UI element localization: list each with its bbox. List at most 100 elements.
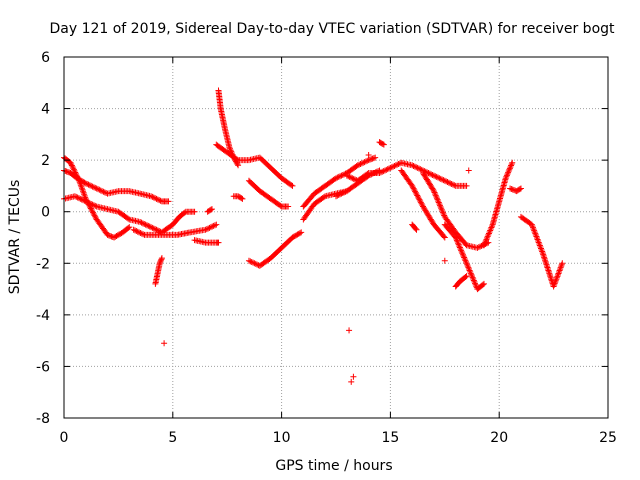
data-point [211,222,218,229]
data-point [130,226,137,233]
data-point [391,162,398,169]
data-point [95,186,101,193]
data-point [447,180,454,187]
data-point [358,160,365,167]
data-point [364,170,371,177]
data-point [89,201,96,208]
data-point [535,239,542,246]
data-point [347,174,354,181]
data-point [157,258,164,265]
data-point [409,184,416,191]
data-point [474,244,481,251]
data-point [485,230,492,237]
data-point [158,255,165,262]
data-point [208,206,215,213]
data-point [141,220,148,227]
data-point [428,171,435,178]
data-point [433,193,440,200]
data-point [415,195,422,202]
data-point [84,199,91,206]
x-axis-label: GPS time / hours [275,458,392,474]
y-tick-label: 4 [41,102,50,118]
data-point [417,199,424,206]
data-point [126,224,133,231]
data-point [440,177,447,184]
data-point [553,276,560,283]
data-point [131,227,138,234]
data-point [412,225,419,232]
data-point [377,169,384,176]
data-point [75,195,82,202]
data-point [206,224,213,231]
data-point [503,173,510,180]
data-point [411,187,418,194]
data-point [138,219,145,226]
data-point [463,182,470,189]
data-point [456,244,463,251]
data-point [454,238,461,245]
data-point [533,235,540,242]
data-point [479,281,486,288]
data-point [105,232,112,239]
data-point [558,263,565,270]
data-point [348,378,355,385]
series-track-b [61,154,133,241]
data-point [63,168,70,175]
data-point [148,193,155,200]
y-tick-label: 0 [41,205,50,221]
data-point [250,259,257,266]
data-point [425,170,432,177]
data-point [488,224,495,231]
data-point [468,271,475,278]
data-point [449,181,456,188]
data-point [64,169,71,176]
data-point [505,168,512,175]
data-point [72,169,79,176]
data-point [466,267,473,274]
series-track-g [204,206,215,215]
data-point [487,227,494,234]
data-point [205,225,212,232]
data-point [337,191,344,198]
data-point [467,270,474,277]
data-point [431,189,438,196]
data-point [529,223,536,230]
data-point [146,223,153,230]
data-point [507,163,514,170]
data-point [71,193,78,200]
data-point [559,260,566,267]
data-point [89,183,96,190]
data-point [137,229,144,236]
data-point [459,250,466,257]
data-point [157,197,164,204]
data-point [81,197,88,204]
data-point [372,154,379,161]
data-point [556,268,563,275]
data-point [469,274,476,281]
data-point [412,188,419,195]
data-point [435,198,442,205]
data-point [390,163,397,170]
data-point [462,274,469,281]
data-point [158,256,165,263]
series-track-s [420,170,492,251]
data-point [156,197,163,204]
series-track-i [213,141,296,189]
data-point [448,180,455,187]
data-point [537,244,544,250]
data-point [215,239,222,246]
data-point [86,200,93,207]
data-point [150,225,157,232]
data-point [77,195,84,202]
y-tick-label: -4 [36,308,50,324]
data-point [414,164,421,171]
data-point [531,227,538,234]
data-point [553,274,560,281]
series-track-r [398,167,448,241]
data-point [202,226,209,233]
data-point [388,164,395,171]
data-point [366,156,373,163]
data-point [461,255,468,262]
data-point [461,254,468,261]
data-point [154,227,161,234]
